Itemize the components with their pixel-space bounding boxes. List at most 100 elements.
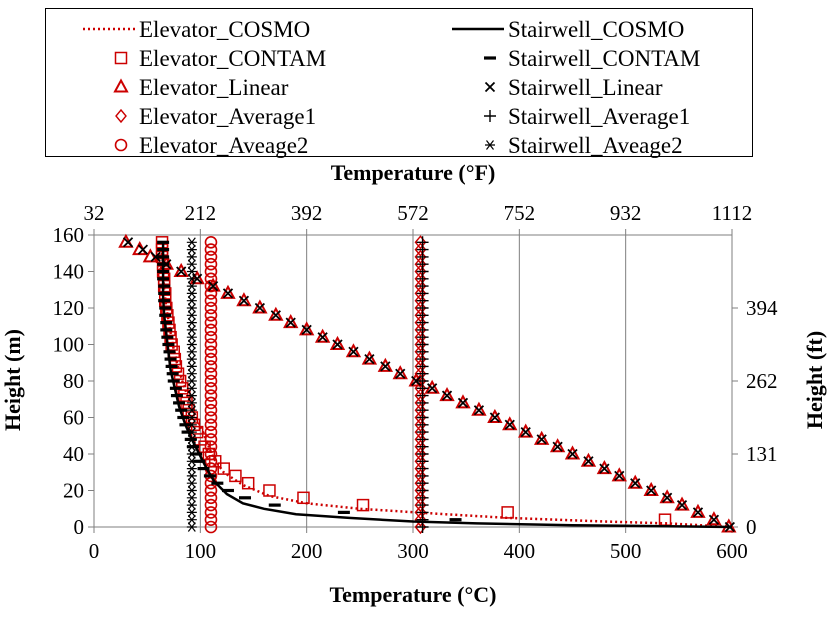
- point-stairwell-aveage2: [186, 339, 197, 350]
- point-elevator-average1: [414, 366, 427, 381]
- point-stairwell-linear: [270, 310, 281, 321]
- point-elevator-aveage2: [204, 513, 218, 527]
- point-elevator-average1: [414, 337, 427, 352]
- y2-tick-label: 262: [746, 369, 778, 393]
- point-stairwell-aveage2: [186, 346, 197, 357]
- point-elevator-average1: [414, 315, 427, 330]
- point-elevator-average1: [414, 264, 427, 279]
- point-elevator-average1: [414, 330, 427, 345]
- point-elevator-average1: [414, 519, 427, 535]
- point-elevator-linear: [314, 328, 331, 343]
- point-stairwell-linear: [599, 463, 610, 474]
- legend-stairwell-cosmo-label: Stairwell_COSMO: [508, 17, 684, 42]
- point-elevator-linear: [471, 401, 487, 416]
- point-stairwell-aveage2: [186, 273, 197, 284]
- point-stairwell-aveage2: [186, 441, 197, 452]
- point-elevator-aveage2: [204, 454, 218, 468]
- legend-stairwell-linear-swatch: [484, 81, 496, 93]
- point-stairwell-aveage2: [186, 456, 197, 467]
- point-elevator-average1: [414, 417, 427, 432]
- point-elevator-linear: [690, 503, 706, 518]
- point-stairwell-linear: [692, 507, 704, 518]
- point-stairwell-aveage2: [186, 237, 197, 248]
- point-elevator-aveage2: [204, 396, 218, 410]
- point-stairwell-aveage2: [186, 252, 197, 262]
- legend-elevator-average1-swatch: [115, 108, 127, 124]
- legend-elevator-linear-label: Elevator_Linear: [139, 75, 289, 100]
- series-stairwell-linear: [122, 237, 736, 533]
- x-tick-label: 100: [185, 539, 217, 563]
- point-elevator-average1: [414, 279, 427, 294]
- point-elevator-average1: [414, 395, 427, 410]
- line-elevator-cosmo: [160, 244, 733, 529]
- point-stairwell-linear: [137, 244, 149, 255]
- legend-elevator-aveage2-label: Elevator_Aveage2: [139, 133, 308, 158]
- point-elevator-average1: [414, 403, 427, 418]
- point-stairwell-linear: [207, 280, 219, 292]
- point-elevator-aveage2: [204, 250, 218, 264]
- legend-elevator-aveage2-swatch: [114, 138, 128, 152]
- point-stairwell-linear: [473, 405, 485, 416]
- y-tick-label: 160: [53, 223, 85, 247]
- point-elevator-aveage2: [204, 433, 218, 446]
- point-stairwell-aveage2: [186, 485, 197, 496]
- point-stairwell-aveage2: [186, 361, 197, 372]
- y-tick-label: 80: [63, 369, 84, 393]
- point-elevator-average1: [414, 498, 427, 513]
- point-elevator-linear: [361, 350, 378, 365]
- point-stairwell-aveage2: [186, 449, 197, 459]
- point-stairwell-aveage2: [186, 266, 197, 277]
- point-elevator-aveage2: [204, 520, 218, 534]
- point-elevator-contam: [198, 440, 211, 453]
- point-elevator-linear: [236, 292, 252, 307]
- point-elevator-linear: [345, 343, 362, 358]
- point-stairwell-linear: [285, 317, 296, 328]
- point-elevator-linear: [173, 262, 189, 277]
- point-elevator-average1: [414, 439, 427, 454]
- point-elevator-linear: [220, 284, 236, 299]
- y-tick-label: 0: [74, 515, 85, 539]
- point-stairwell-aveage2: [186, 492, 197, 503]
- point-stairwell-linear: [567, 448, 578, 460]
- point-stairwell-aveage2: [186, 471, 197, 481]
- point-stairwell-linear: [395, 368, 406, 379]
- point-stairwell-aveage2: [186, 478, 197, 489]
- series-elevator-linear: [118, 233, 737, 533]
- x2-tick-label: 392: [291, 201, 323, 225]
- point-elevator-linear: [596, 460, 613, 475]
- legend-stairwell-linear-label: Stairwell_Linear: [508, 75, 663, 100]
- point-stairwell-aveage2: [186, 376, 197, 386]
- y-tick-label: 120: [53, 296, 85, 320]
- x2-tick-label: 572: [397, 201, 429, 225]
- point-elevator-contam: [356, 498, 370, 512]
- point-elevator-contam: [217, 462, 230, 475]
- x2-tick-label: 752: [504, 201, 536, 225]
- point-stairwell-aveage2: [186, 507, 197, 518]
- point-elevator-contam: [229, 469, 242, 483]
- point-elevator-average1: [414, 476, 427, 491]
- series: [118, 233, 737, 535]
- point-elevator-linear: [377, 357, 394, 372]
- point-elevator-linear: [518, 423, 534, 438]
- point-elevator-linear: [329, 335, 346, 350]
- point-elevator-aveage2: [204, 338, 218, 351]
- point-elevator-aveage2: [204, 374, 218, 388]
- point-stairwell-aveage2: [186, 398, 197, 408]
- y2-tick-label: 0: [746, 515, 757, 539]
- point-stairwell-linear: [583, 456, 594, 467]
- point-stairwell-aveage2: [186, 412, 197, 423]
- x2-tick-label: 1112: [712, 201, 752, 225]
- point-elevator-average1: [414, 286, 427, 301]
- point-stairwell-linear: [411, 375, 422, 387]
- point-stairwell-aveage2: [186, 325, 197, 335]
- point-elevator-average1: [414, 505, 427, 520]
- point-stairwell-linear: [536, 434, 547, 445]
- point-elevator-aveage2: [204, 389, 218, 402]
- point-elevator-aveage2: [204, 491, 218, 505]
- x-tick-label: 300: [397, 539, 429, 563]
- point-elevator-linear: [564, 445, 581, 460]
- point-stairwell-linear: [441, 390, 453, 401]
- point-stairwell-linear: [504, 419, 515, 430]
- point-elevator-average1: [414, 242, 427, 257]
